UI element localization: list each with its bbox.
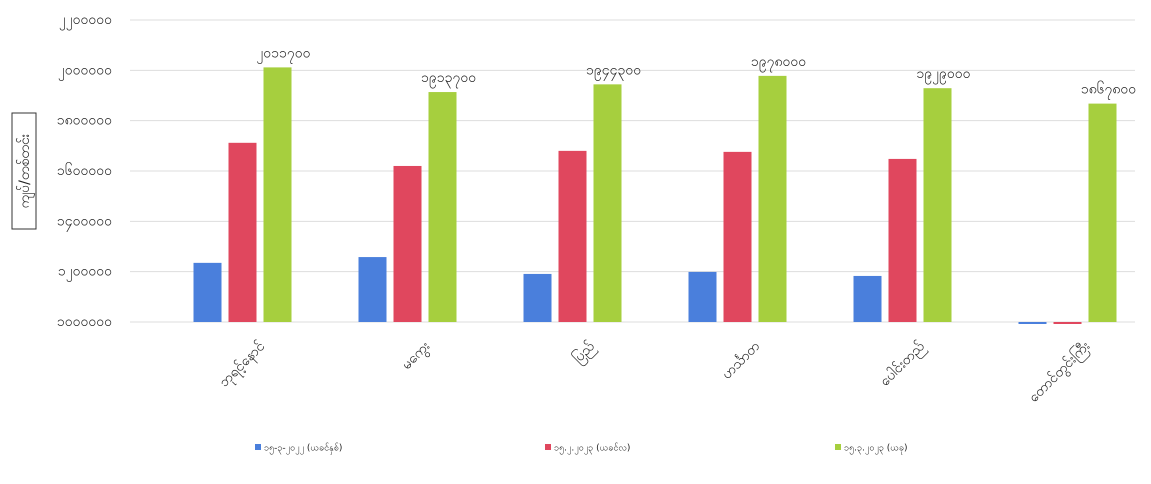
y-tick-label: ၂၀၀၀၀၀၀	[58, 62, 112, 80]
legend-swatch	[255, 444, 261, 450]
bar	[358, 257, 387, 322]
y-tick-label: ၁၂၀၀၀၀၀	[58, 264, 112, 282]
bar	[1018, 322, 1047, 324]
bar	[1088, 103, 1117, 322]
y-tick-label: ၂၂၀၀၀၀၀	[59, 12, 112, 30]
bar	[263, 67, 292, 323]
bar	[723, 151, 752, 322]
legend-label: ၁၅-၃-၂၀၂၂ (ယခင်နှစ်)	[264, 443, 342, 455]
x-tick-label-group: ပြည်	[569, 338, 599, 368]
legend-label: ၁၅.၂.၂၀၂၃ (ယခင်လ)	[554, 443, 630, 455]
y-tick-label: ၁၄၀၀၀၀၀	[57, 213, 112, 231]
data-label: ၁၉၁၃၇၀၀	[421, 70, 476, 88]
y-tick-label: ၁၀၀၀၀၀၀	[57, 314, 112, 330]
bar	[393, 165, 422, 322]
x-tick-label: ပေါင်းတည်	[877, 338, 930, 391]
legend-label: ၁၅.၃.၂၀၂၃ (ယခု)	[844, 444, 908, 455]
y-axis-title-box	[11, 112, 37, 230]
data-label: ၁၈၆၇၈၀၀	[1081, 82, 1136, 100]
legend-swatch	[545, 444, 551, 450]
bar	[688, 271, 717, 322]
data-label: ၂၀၁၁၇၀၀	[256, 45, 310, 63]
bar	[758, 75, 787, 323]
bar	[428, 92, 457, 322]
x-tick-label: ပြည်	[569, 338, 599, 368]
x-tick-label-group: မကွေး	[399, 338, 435, 374]
bar	[923, 88, 952, 323]
data-label: ၁၉၇၈၀၀၀	[751, 54, 806, 72]
x-tick-label-group: ပေါင်းတည်	[877, 338, 930, 391]
x-tick-label-group: တောင်တွင်းကြီး	[1025, 337, 1095, 407]
bar	[228, 142, 257, 322]
y-axis-title-group: ကျပ်/တစ်တင်း	[11, 112, 37, 230]
x-tick-label: ဟင်္သာတ	[719, 338, 764, 383]
x-tick-label: တောင်တွင်းကြီး	[1025, 337, 1095, 407]
bar	[558, 150, 587, 322]
bar	[523, 273, 552, 322]
x-tick-label-group: ဟင်္သာတ	[719, 338, 764, 383]
x-tick-label-group: ဘုရင့်နောင်	[216, 338, 270, 392]
x-tick-label: မကွေး	[399, 338, 435, 374]
bar	[853, 275, 882, 322]
y-tick-label: ၁၆၀၀၀၀၀	[57, 163, 112, 179]
bar	[888, 158, 917, 322]
x-tick-label: ဘုရင့်နောင်	[216, 338, 270, 392]
y-axis-title: ကျပ်/တစ်တင်း	[17, 133, 35, 208]
legend-swatch	[835, 444, 841, 450]
data-label: ၁၉၄၄၃၀၀	[586, 62, 641, 80]
bar	[193, 262, 222, 322]
bar	[1053, 322, 1082, 324]
y-tick-label: ၁၈၀၀၀၀၀	[57, 113, 112, 129]
data-label: ၁၉၂၉၀၀၀	[916, 66, 970, 84]
bar	[593, 84, 622, 322]
